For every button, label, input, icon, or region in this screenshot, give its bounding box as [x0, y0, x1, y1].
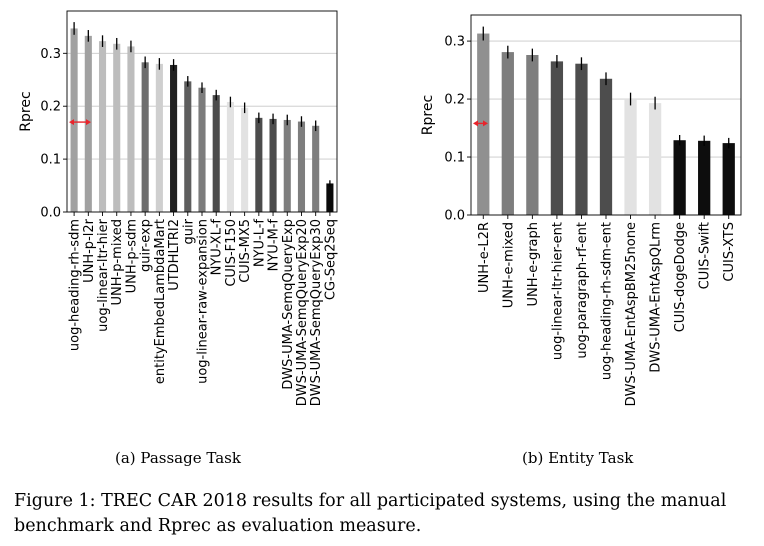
x-tick-label: CUIS-F150: [224, 219, 239, 287]
x-tick-label: UNH-e-graph: [526, 222, 541, 306]
y-tick-label: 0.0: [444, 209, 465, 224]
y-axis-label: Rprec: [420, 95, 436, 135]
x-tick-label: CUIS-dogeDodge: [673, 222, 688, 332]
x-tick-label: UNH-e-mixed: [501, 222, 516, 308]
x-tick-label: NYU-M-f: [267, 219, 282, 272]
y-tick-label: 0.2: [40, 100, 61, 115]
bar: [212, 95, 220, 212]
x-tick-label: entityEmbedLambdaMart: [153, 219, 168, 384]
x-tick-label: uog-linear-raw-expansion: [196, 219, 211, 384]
y-tick-label: 0.3: [444, 35, 465, 50]
bar: [673, 140, 686, 215]
x-tick-label: guir-exp: [139, 219, 154, 272]
x-tick-label: UNH-e-L2R: [477, 222, 492, 293]
red-arrow-head-right: [483, 120, 488, 127]
bar: [198, 87, 206, 212]
figure-caption-label: Figure 1:: [14, 491, 96, 511]
bar: [550, 61, 564, 215]
red-arrow-head-right: [86, 119, 91, 126]
bar: [312, 125, 320, 212]
y-tick-label: 0.1: [40, 153, 61, 168]
x-tick-label: CUIS-Swift: [698, 222, 713, 289]
x-tick-label: NYU-XL-f: [210, 219, 225, 276]
entity-task-subcaption: (b) Entity Task: [522, 449, 634, 467]
bar: [526, 55, 539, 215]
bar: [624, 99, 637, 215]
bar: [501, 52, 514, 216]
bar: [170, 64, 178, 212]
x-tick-label: UNH-p-sdm: [124, 219, 139, 293]
bar: [255, 117, 263, 212]
x-tick-label: uog-heading-rh-sdm: [68, 219, 83, 351]
x-tick-label: UNH-p-mixed: [110, 219, 125, 305]
bar: [141, 62, 149, 213]
y-tick-label: 0.1: [444, 151, 465, 166]
bar: [70, 28, 78, 213]
bar: [599, 78, 613, 215]
bar: [698, 140, 711, 215]
bar: [648, 103, 662, 215]
x-tick-label: NYU-L-f: [252, 219, 267, 268]
bar: [283, 119, 291, 212]
bar: [155, 63, 163, 212]
passage-task-subcaption: (a) Passage Task: [115, 449, 241, 467]
x-tick-label: CG-Seq2Seq: [323, 219, 338, 300]
x-tick-label: DWS-UMA-SemqQueryExp30: [309, 219, 324, 406]
x-tick-label: DWS-UMA-SemqQueryExp20: [295, 219, 310, 406]
x-tick-label: DWS-UMA-EntAspBM25none: [624, 222, 639, 406]
bar: [127, 46, 135, 213]
figure-caption: Figure 1: TREC CAR 2018 results for all …: [14, 489, 759, 539]
figure-caption-text: TREC CAR 2018 results for all participat…: [14, 491, 727, 536]
x-tick-label: DWS-UMA-SemqQueryExp: [281, 219, 296, 390]
y-tick-label: 0.0: [40, 206, 61, 221]
bar: [113, 43, 121, 212]
bar: [226, 101, 234, 212]
x-tick-label: guir: [181, 218, 196, 244]
bar: [241, 107, 249, 212]
x-tick-label: CUIS-XTS: [722, 222, 737, 282]
x-tick-label: CUIS-MX5: [238, 219, 253, 283]
bar: [84, 35, 92, 212]
red-arrow-head-left: [473, 120, 478, 127]
bar: [722, 143, 735, 215]
y-tick-label: 0.2: [444, 93, 465, 108]
y-tick-label: 0.3: [40, 47, 61, 62]
x-tick-label: uog-heading-rh-sdm-ent: [600, 222, 615, 380]
y-axis-label: Rprec: [18, 91, 34, 131]
bar: [575, 63, 588, 216]
bar: [269, 118, 277, 212]
entity-task-chart: 0.0 0.1 0.2 0.3 Rprec UNH-e-L2R UNH-e-mixed UNH…: [420, 14, 742, 406]
x-tick-label: UTDHLTRI2: [167, 219, 182, 291]
x-tick-label: uog-paragraph-rf-ent: [575, 222, 590, 359]
x-tick-label: UNH-p-l2r: [82, 218, 97, 283]
bar: [98, 41, 107, 213]
bar: [326, 183, 334, 212]
bar: [297, 121, 306, 212]
x-tick-label: uog-linear-ltr-hier: [96, 218, 111, 332]
x-tick-label: DWS-UMA-EntAspQLrm: [649, 222, 664, 373]
red-arrow-head-left: [69, 119, 74, 126]
x-tick-label: uog-linear-ltr-hier-ent: [550, 222, 565, 360]
bar: [184, 81, 192, 212]
